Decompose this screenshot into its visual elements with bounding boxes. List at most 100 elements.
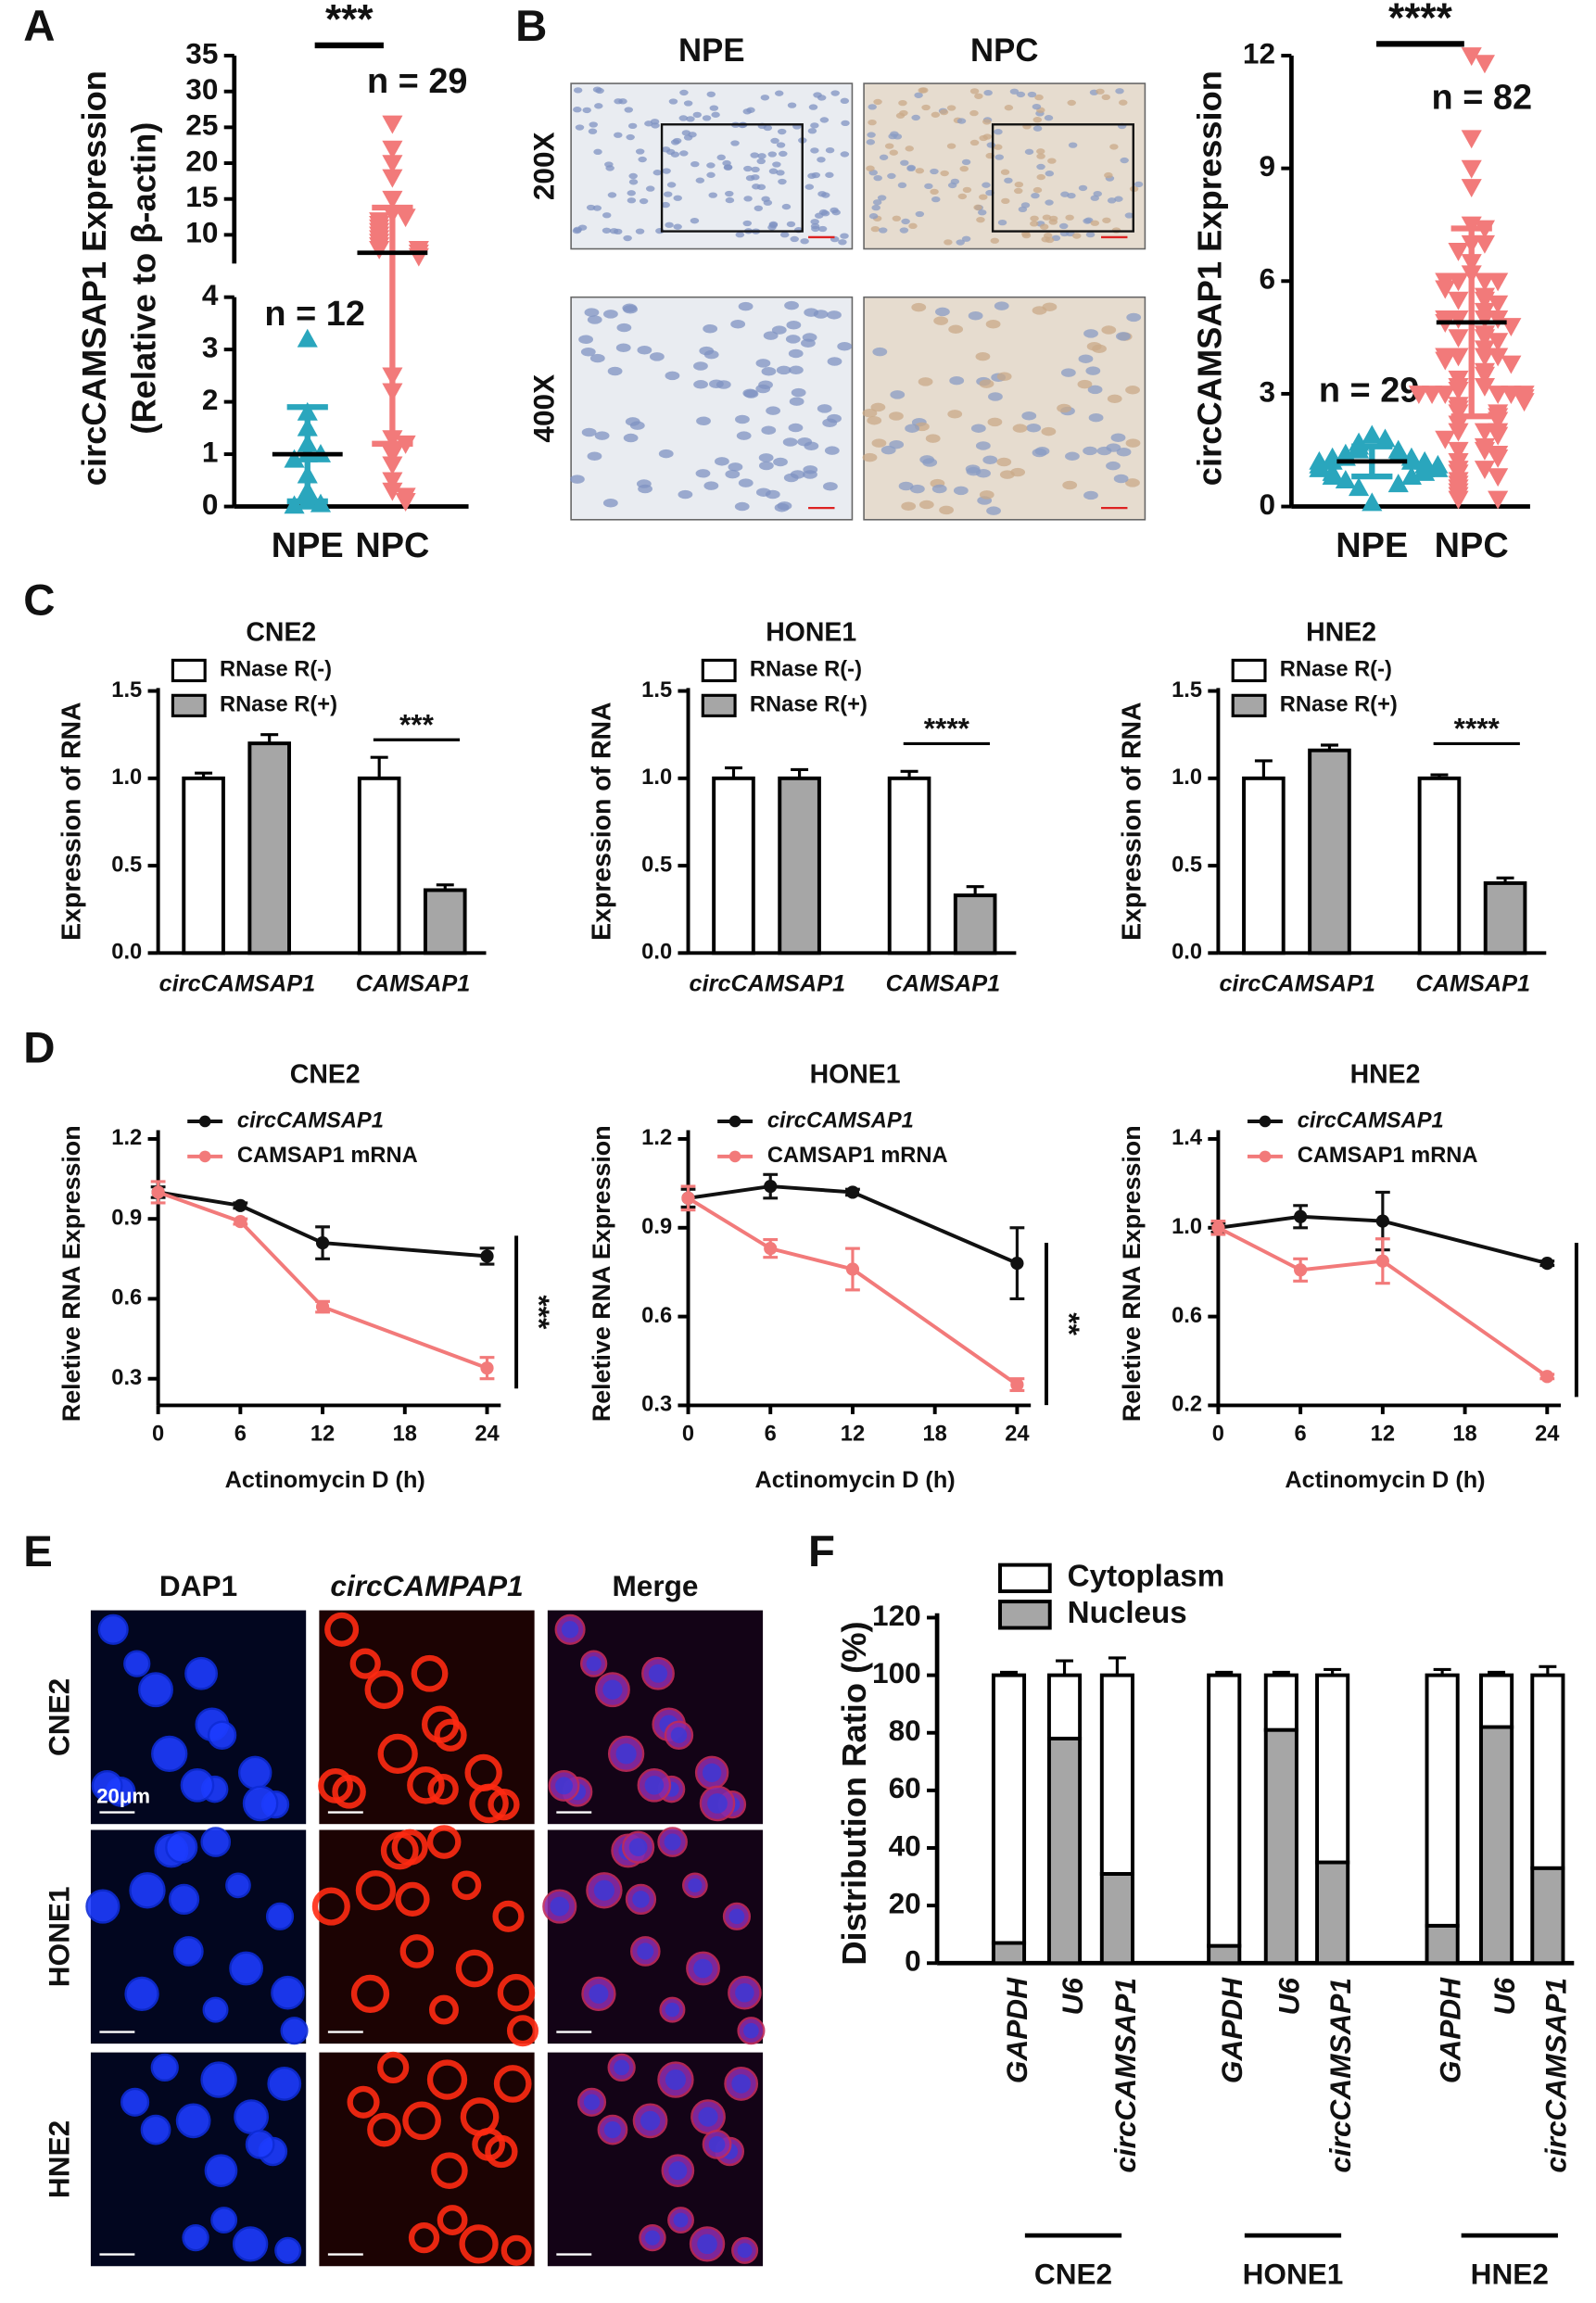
- cell-nucleus: [969, 139, 980, 146]
- cell: [200, 2061, 237, 2098]
- cell-nucleus: [827, 357, 842, 366]
- cell-nucleus: [770, 137, 779, 145]
- y-tick-label: 1.5: [1172, 678, 1202, 702]
- cell-nucleus: [752, 183, 761, 190]
- cell-nucleus: [1088, 412, 1104, 423]
- panel-label: F: [808, 1527, 835, 1576]
- cell-nucleus: [665, 371, 680, 381]
- cell-nucleus: [602, 227, 612, 234]
- cell-nucleus: [840, 151, 850, 158]
- cell-nucleus: [1087, 385, 1103, 395]
- legend-label: RNase R(-): [750, 658, 862, 682]
- cell-nucleus: [827, 310, 842, 320]
- data-point: [1461, 179, 1482, 197]
- cell: [399, 1934, 435, 1968]
- legend-swatch: [1231, 693, 1267, 718]
- cell-nucleus: [985, 320, 1001, 329]
- x-tick-label: 24: [475, 1422, 500, 1446]
- cell-nucleus: [1067, 99, 1076, 107]
- cell: [280, 2017, 309, 2045]
- image-row-label: HONE1: [43, 1886, 76, 1987]
- cell-nucleus: [899, 227, 909, 234]
- cell-nucleus: [975, 351, 991, 361]
- data-point: [1375, 1254, 1389, 1268]
- cell-nucleus: [1072, 233, 1082, 239]
- data-point: [1362, 424, 1383, 444]
- cell-nucleus: [711, 111, 720, 118]
- cell: [324, 1612, 360, 1647]
- cell: [411, 1654, 449, 1692]
- y-axis-label: Expression of RNA: [587, 702, 616, 940]
- cell-nucleus: [706, 91, 716, 97]
- cell-nucleus: [1014, 187, 1023, 195]
- cell-nucleus: [982, 182, 991, 188]
- data-point: [1474, 234, 1495, 254]
- image-column-label: NPE: [678, 33, 744, 69]
- cell-nucleus: [1032, 125, 1043, 132]
- cell-nucleus: [1096, 88, 1105, 95]
- fluorescence-image: [547, 1610, 764, 1825]
- cell-nucleus: [889, 411, 904, 421]
- data-point: [1474, 348, 1495, 367]
- cell-nucleus: [778, 178, 787, 185]
- cell-nucleus: [702, 115, 712, 121]
- cell-nucleus: [908, 222, 918, 230]
- cell-nucleus: [892, 215, 902, 221]
- cell-nucleus: [1125, 478, 1140, 487]
- bar: [357, 776, 401, 955]
- cell-nucleus: [665, 221, 674, 228]
- cell-nucleus: [817, 191, 827, 197]
- y-tick-label: 0.5: [641, 853, 672, 877]
- nucleus: [602, 1679, 623, 1700]
- cell-nucleus: [968, 311, 983, 321]
- cell-nucleus: [738, 478, 754, 487]
- cell: [347, 2085, 380, 2119]
- cell-nucleus: [804, 308, 819, 317]
- panel-label: D: [23, 1024, 55, 1073]
- y-tick-label: 60: [889, 1771, 921, 1804]
- data-point: [234, 1198, 247, 1212]
- bar-segment: [1530, 1866, 1565, 1966]
- cell-nucleus: [1115, 88, 1124, 95]
- cell-nucleus: [757, 153, 766, 159]
- y-tick-label: 1.0: [111, 766, 142, 790]
- legend-marker: [728, 1150, 741, 1163]
- cell-nucleus: [975, 441, 991, 450]
- cell: [184, 1656, 219, 1690]
- cell-nucleus: [652, 170, 663, 176]
- cell-nucleus: [982, 133, 993, 140]
- image-row-label: 400X: [527, 374, 561, 443]
- cell: [97, 1613, 129, 1645]
- cell-nucleus: [1116, 332, 1131, 341]
- cell-nucleus: [678, 489, 693, 500]
- data-point: [1322, 466, 1343, 485]
- fluorescence-image: [85, 1827, 309, 2045]
- cell: [234, 2099, 269, 2134]
- cell-nucleus: [1068, 142, 1078, 148]
- cell-nucleus: [1083, 490, 1098, 500]
- cell-nucleus: [900, 159, 909, 166]
- cell-nucleus: [1030, 215, 1039, 221]
- cell: [225, 1872, 251, 1899]
- chart-title: CNE2: [246, 617, 316, 647]
- cell-nucleus: [817, 404, 832, 413]
- cell-nucleus: [736, 431, 752, 440]
- cell-nucleus: [797, 437, 813, 447]
- cell: [138, 1672, 173, 1708]
- y-tick-label: 40: [889, 1828, 921, 1862]
- cell-nucleus: [663, 191, 673, 197]
- x-tick-label: CAMSAP1: [886, 971, 1001, 997]
- cell-nucleus: [931, 111, 941, 118]
- cell: [182, 2223, 209, 2252]
- y-tick-label: 1.5: [111, 678, 142, 702]
- data-point: [1474, 55, 1495, 74]
- cell-nucleus: [948, 324, 964, 335]
- cell: [238, 1755, 272, 1791]
- data-point: [1474, 310, 1495, 329]
- cell: [427, 1773, 459, 1805]
- cell: [350, 1974, 390, 2014]
- data-point: [382, 115, 403, 134]
- cell: [207, 1720, 237, 1750]
- series-line: [688, 1184, 1019, 1265]
- cell-nucleus: [1090, 195, 1099, 201]
